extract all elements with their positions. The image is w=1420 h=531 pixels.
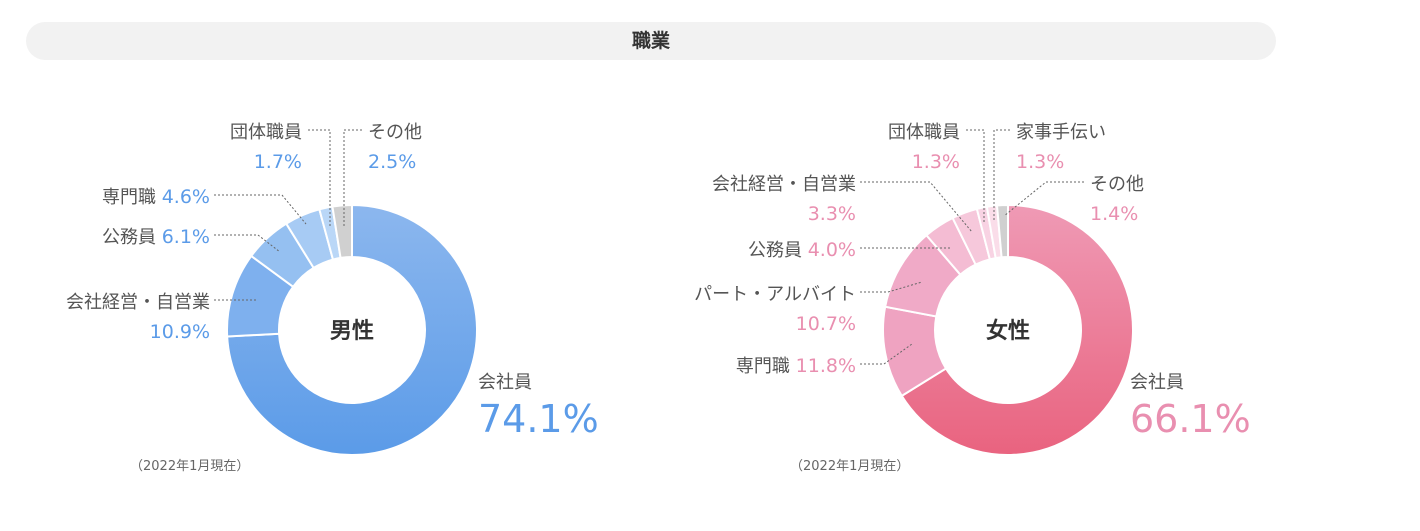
slice-value-label: 6.1% xyxy=(162,226,210,248)
slice-label: 会社員 xyxy=(478,372,532,393)
slice-value-label: 1.7% xyxy=(254,151,302,173)
donut-center-label: 女性 xyxy=(986,318,1030,344)
slice-value-label: 10.7% xyxy=(796,313,856,335)
section-title: 職業 xyxy=(26,22,1276,60)
leader-line xyxy=(1003,181,1084,217)
slice-label-text: 専門職 xyxy=(102,187,162,208)
date-note: （2022年1月現在） xyxy=(130,459,249,474)
slice-label: 会社員 xyxy=(1130,372,1184,393)
slice-value-label: 2.5% xyxy=(368,151,416,173)
donut-slice xyxy=(995,203,1009,259)
donut-slice xyxy=(900,203,1134,456)
slice-label: 専門職 4.6% xyxy=(102,186,210,208)
leader-line xyxy=(308,129,331,228)
slice-label: 会社経営・自営業 xyxy=(712,174,856,195)
donut-center-label: 男性 xyxy=(330,319,374,344)
slice-value-label: 74.1% xyxy=(478,397,599,441)
donut-slice xyxy=(331,203,353,260)
slice-label: その他 xyxy=(1090,174,1144,195)
slice-label: 専門職 11.8% xyxy=(736,355,856,377)
slice-value-label: 4.6% xyxy=(162,186,210,208)
leader-line xyxy=(860,343,913,365)
leader-line xyxy=(993,129,1010,222)
slice-label-text: 公務員 xyxy=(748,240,808,261)
slice-value-label: 1.3% xyxy=(1016,151,1064,173)
slice-label-text: 専門職 xyxy=(736,356,796,377)
slice-label: 団体職員 xyxy=(888,122,960,143)
slice-label: 団体職員 xyxy=(230,122,302,143)
leader-line xyxy=(343,129,362,228)
slice-label: 家事手伝い xyxy=(1016,122,1106,143)
slice-value-label: 1.4% xyxy=(1090,203,1138,225)
slice-value-label: 4.0% xyxy=(808,239,856,261)
leader-line xyxy=(860,181,973,233)
slice-value-label: 11.8% xyxy=(796,355,856,377)
leader-line xyxy=(214,194,307,225)
slice-label-text: 公務員 xyxy=(102,227,162,248)
slice-value-label: 66.1% xyxy=(1130,397,1251,441)
slice-label: その他 xyxy=(368,122,422,143)
leader-line xyxy=(860,281,923,293)
slice-label: 公務員 6.1% xyxy=(102,226,210,248)
donut-slice xyxy=(226,203,478,456)
slice-label: パート・アルバイト xyxy=(694,284,856,305)
leader-line xyxy=(966,129,985,222)
date-note: （2022年1月現在） xyxy=(790,459,909,474)
leader-line xyxy=(214,234,281,253)
slice-label: 公務員 4.0% xyxy=(748,239,856,261)
slice-value-label: 10.9% xyxy=(150,321,210,343)
slice-value-label: 3.3% xyxy=(808,203,856,225)
slice-label: 会社経営・自営業 xyxy=(66,292,210,313)
slice-value-label: 1.3% xyxy=(912,151,960,173)
